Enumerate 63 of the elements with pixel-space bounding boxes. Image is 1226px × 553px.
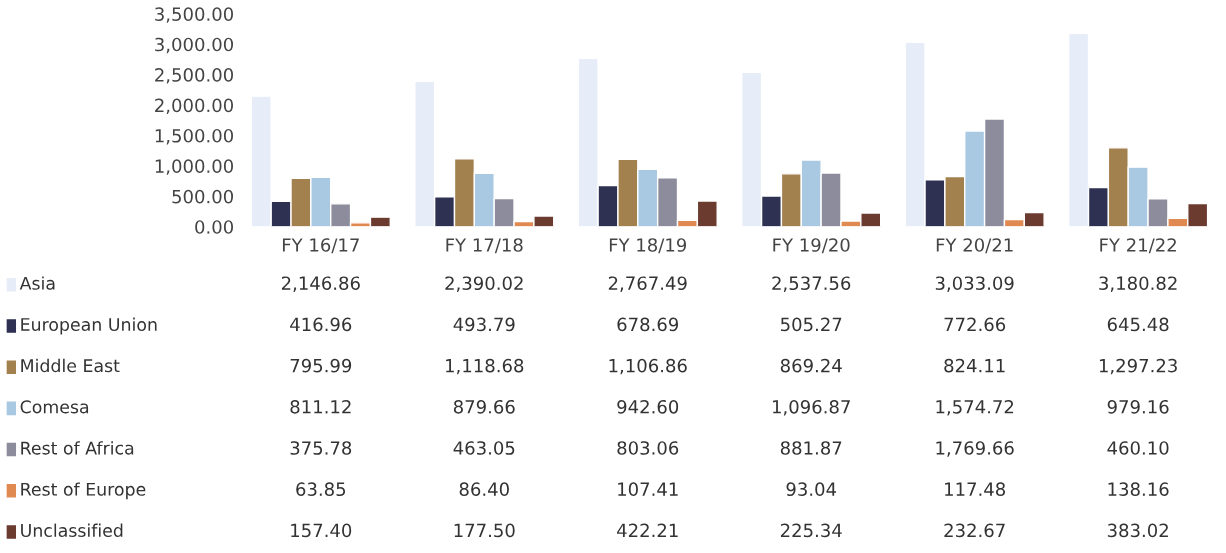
data-label: 157.40 (291, 523, 352, 538)
x-tick-label: FY 21/22 (1100, 238, 1176, 254)
data-label: 678.69 (617, 317, 679, 332)
data-label: 117.48 (945, 482, 1006, 497)
data-label: 177.50 (454, 523, 515, 538)
data-label: 3,180.82 (1099, 276, 1177, 292)
data-label: 383.02 (1107, 523, 1168, 538)
y-tick-label: 2,000.00 (155, 98, 234, 115)
data-label: 416.96 (290, 317, 352, 332)
x-tick-label: FY 20/21 (936, 238, 1013, 254)
data-label: 1,118.68 (446, 358, 524, 375)
data-label: 879.66 (453, 399, 515, 414)
data-label: 942.60 (617, 399, 679, 414)
data-label: 881.87 (780, 441, 842, 455)
legend-label: Rest of Europe (21, 482, 146, 500)
data-label: 1,769.66 (936, 441, 1014, 457)
data-label: 375.78 (290, 441, 352, 455)
data-label: 422.21 (617, 523, 678, 537)
x-tick-label: FY 17/18 (446, 238, 523, 254)
data-label: 2,390.02 (445, 276, 523, 292)
data-label: 107.41 (618, 482, 678, 497)
data-label: 2,537.56 (772, 276, 851, 292)
data-label: 869.24 (780, 358, 842, 373)
data-label: 2,767.49 (608, 276, 687, 292)
data-label: 505.27 (781, 317, 842, 332)
data-label: 93.04 (786, 482, 837, 497)
y-tick-label: 1,000.00 (155, 159, 234, 175)
legend-label: Unclassified (21, 523, 123, 538)
data-label: 1,106.86 (609, 358, 687, 375)
legend-label: Asia (19, 276, 55, 290)
y-tick-label: 3,500.00 (155, 7, 234, 23)
data-label: 3,033.09 (935, 276, 1014, 292)
y-tick-label: 500.00 (172, 189, 234, 204)
legend-label: Comesa (20, 400, 89, 414)
data-label: 63.85 (296, 482, 346, 497)
data-label: 225.34 (780, 523, 842, 538)
legend-label: European Union (21, 317, 157, 335)
legend-label: Middle East (21, 358, 120, 373)
data-label: 232.67 (944, 523, 1005, 538)
data-label: 86.40 (459, 482, 509, 497)
data-label: 2,146.86 (281, 276, 360, 292)
data-label: 463.05 (453, 441, 515, 455)
data-label: 803.06 (617, 441, 679, 455)
legend-label: Rest of Africa (21, 441, 134, 455)
data-label: 795.99 (290, 358, 352, 373)
data-label: 460.10 (1107, 441, 1169, 455)
data-label: 824.11 (944, 358, 1005, 373)
data-label: 1,297.23 (1099, 358, 1177, 375)
x-tick-label: FY 16/17 (282, 238, 359, 254)
data-label: 645.48 (1107, 317, 1169, 332)
y-tick-label: 0.00 (195, 220, 234, 234)
data-label: 811.12 (290, 399, 351, 414)
data-label: 493.79 (453, 317, 515, 332)
data-label: 138.16 (1108, 482, 1169, 497)
data-label: 1,574.72 (936, 399, 1014, 416)
data-label: 979.16 (1107, 399, 1169, 414)
x-tick-label: FY 19/20 (773, 238, 850, 254)
y-tick-label: 1,500.00 (155, 128, 234, 145)
y-tick-label: 2,500.00 (155, 68, 234, 84)
y-tick-label: 3,000.00 (155, 37, 234, 54)
data-label: 1,096.87 (772, 399, 850, 416)
data-label: 772.66 (944, 317, 1006, 332)
x-tick-label: FY 18/19 (609, 238, 687, 254)
